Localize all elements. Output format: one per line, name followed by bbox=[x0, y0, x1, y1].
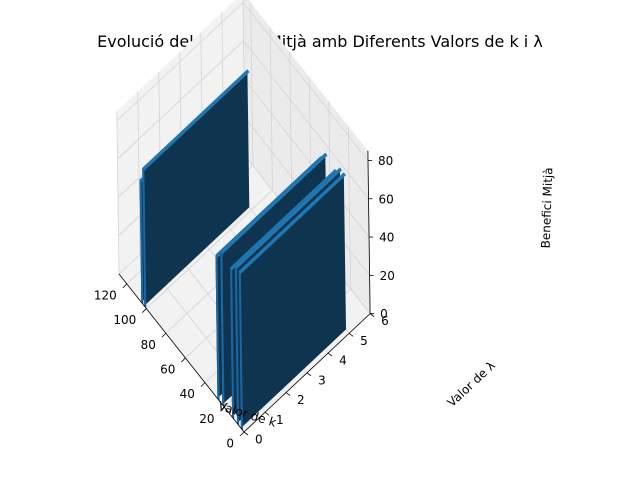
bar-front-face bbox=[142, 168, 147, 309]
x-tick-label: 0 bbox=[226, 437, 234, 451]
bar bbox=[142, 69, 250, 309]
x-tick-mark bbox=[142, 308, 147, 313]
bar-front-face bbox=[234, 266, 240, 426]
x-tick-mark bbox=[200, 382, 206, 387]
x-axis-line bbox=[118, 273, 245, 433]
bar-front-face bbox=[139, 179, 144, 305]
x-tick-label: 40 bbox=[180, 387, 195, 401]
grid-line-x-back bbox=[250, 2, 254, 166]
y-tick-label: 2 bbox=[297, 393, 305, 407]
z-axis-label: Benefici Mitjà bbox=[539, 167, 556, 248]
y-axis-label: Valor de λ bbox=[445, 359, 498, 410]
bar-top-face bbox=[230, 169, 338, 271]
x-tick-label: 20 bbox=[199, 412, 214, 426]
x-tick-label: 100 bbox=[113, 313, 136, 327]
z-tick-label: 80 bbox=[378, 154, 393, 168]
z-tick-label: 40 bbox=[379, 231, 394, 245]
z-axis-line bbox=[367, 150, 371, 314]
grid-line-z-back bbox=[243, 78, 370, 238]
x-tick-mark bbox=[122, 283, 128, 289]
y-tick-label: 3 bbox=[318, 373, 326, 387]
x-tick-label: 120 bbox=[94, 288, 117, 302]
y-tick-label: 5 bbox=[360, 334, 368, 348]
y-tick-mark bbox=[327, 352, 333, 357]
y-tick-label: 0 bbox=[255, 433, 263, 447]
x-tick-label: 80 bbox=[141, 338, 156, 352]
x-tick-mark bbox=[161, 332, 167, 338]
grid-line-y-wall bbox=[137, 91, 141, 255]
grid-line-x-back bbox=[347, 126, 351, 289]
y-tick-label: 4 bbox=[339, 354, 347, 368]
grid-line-y-wall bbox=[116, 111, 120, 275]
y-tick-mark bbox=[264, 411, 270, 416]
bar-front-face bbox=[238, 271, 243, 431]
y-tick-mark bbox=[243, 431, 249, 436]
bar-front-face bbox=[230, 267, 235, 420]
bar-top-face bbox=[238, 172, 346, 274]
bar-front-face bbox=[215, 254, 220, 402]
y-tick-label: 1 bbox=[276, 413, 284, 427]
z-tick-label: 20 bbox=[380, 269, 395, 283]
y-tick-label: 6 bbox=[381, 314, 389, 328]
y-tick-mark bbox=[348, 333, 354, 337]
grid-line-z-back bbox=[243, 40, 369, 200]
bar-top-face bbox=[220, 152, 328, 255]
z-tick-label: 0 bbox=[380, 307, 388, 321]
bar-top-face bbox=[142, 69, 250, 171]
y-tick-mark bbox=[369, 313, 375, 317]
y-tick-mark bbox=[285, 392, 291, 396]
grid-line-z-wall bbox=[117, 40, 244, 160]
x-tick-label: 60 bbox=[160, 362, 175, 376]
bar-side-face bbox=[142, 69, 250, 306]
x-tick-mark bbox=[239, 431, 245, 437]
x-tick-mark bbox=[181, 357, 186, 363]
bar-front-face bbox=[220, 251, 225, 408]
grid-line-z-back bbox=[242, 2, 369, 161]
bar-side-face bbox=[238, 172, 346, 429]
grid-line-z-wall bbox=[116, 2, 244, 122]
z-tick-label: 60 bbox=[379, 192, 394, 206]
bar-top-face bbox=[234, 167, 342, 269]
y-tick-mark bbox=[306, 372, 312, 377]
bar bbox=[238, 172, 346, 431]
grid-line-x-back bbox=[269, 27, 273, 191]
x-tick-mark bbox=[220, 407, 225, 412]
bar-group bbox=[139, 69, 346, 431]
